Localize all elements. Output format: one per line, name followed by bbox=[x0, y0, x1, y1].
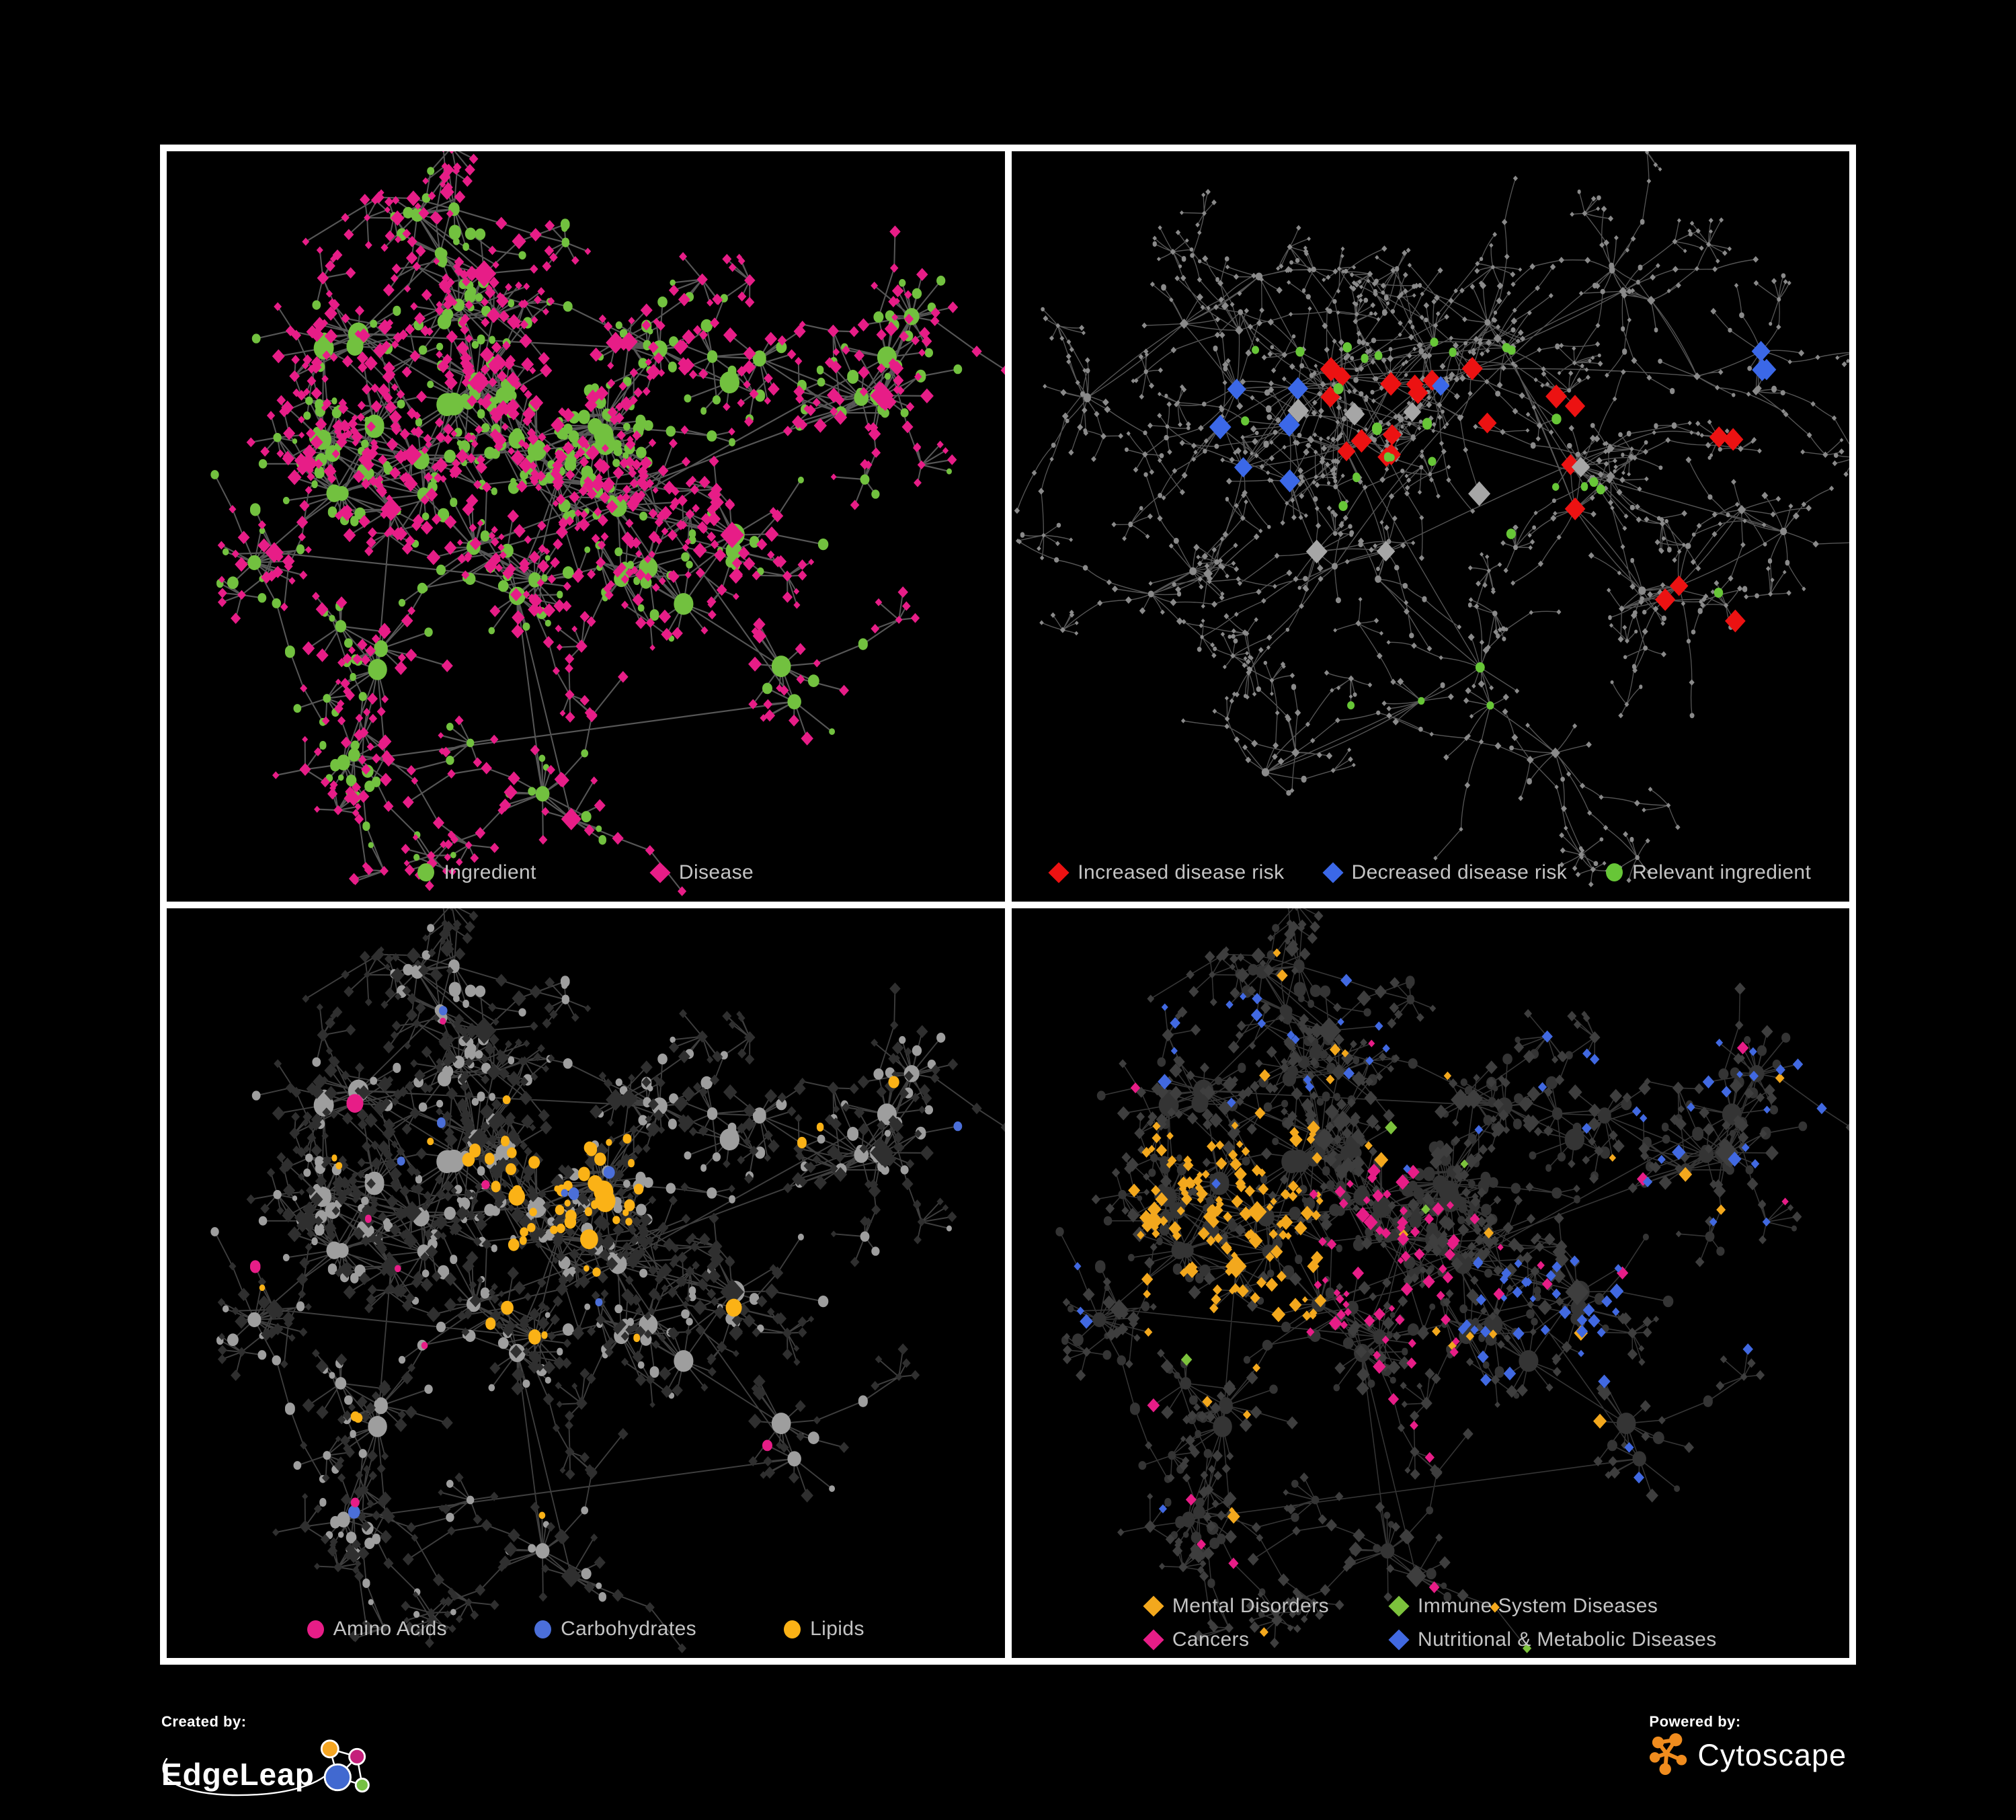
panel-ingredient-classes: Amino Acids Carbohydrates Lipids bbox=[167, 908, 1005, 1658]
panel-disease-risk: Increased disease risk Decreased disease… bbox=[1011, 151, 1850, 902]
legend-label: Mental Disorders bbox=[1172, 1595, 1329, 1617]
mental-disorders-legend-icon bbox=[1143, 1595, 1164, 1617]
cancers-legend-icon bbox=[1143, 1629, 1164, 1651]
legend-label: Amino Acids bbox=[333, 1618, 448, 1640]
cytoscape-credit: Powered by: Cytoscape bbox=[1649, 1713, 1847, 1778]
legend-ingredient-classes: Amino Acids Carbohydrates Lipids bbox=[167, 1618, 1005, 1640]
decreased-risk-legend-icon bbox=[1322, 861, 1344, 883]
immune-diseases-legend-icon bbox=[1388, 1595, 1410, 1617]
legend-label: Carbohydrates bbox=[561, 1618, 697, 1640]
legend-item-immune-diseases: Immune System Diseases bbox=[1388, 1595, 1717, 1618]
panel-disease-classes: Mental Disorders Immune System Diseases … bbox=[1011, 908, 1850, 1658]
relevant-ingredient-legend-icon bbox=[1606, 863, 1623, 881]
network-disease-risk bbox=[1014, 151, 1849, 887]
amino-acids-legend-icon bbox=[307, 1620, 324, 1638]
legend-label: Decreased disease risk bbox=[1351, 861, 1568, 883]
edgeleap-logo: EdgeLeap bbox=[161, 1731, 383, 1811]
legend-label: Relevant ingredient bbox=[1632, 861, 1812, 883]
legend-label: Cancers bbox=[1172, 1628, 1250, 1651]
legend-label: Immune System Diseases bbox=[1418, 1595, 1658, 1617]
legend-ingredient-disease: Ingredient Disease bbox=[167, 861, 1005, 884]
figure-frame: Ingredient Disease Increased disease ris… bbox=[160, 145, 1856, 1665]
cytoscape-logo-icon bbox=[1650, 1733, 1687, 1776]
legend-label: Ingredient bbox=[444, 861, 536, 883]
network-ingredient-disease bbox=[210, 151, 1005, 896]
legend-item-decreased-risk: Decreased disease risk bbox=[1322, 861, 1568, 884]
legend-item-mental-disorders: Mental Disorders bbox=[1143, 1595, 1329, 1618]
legend-item-nutritional-diseases: Nutritional & Metabolic Diseases bbox=[1388, 1628, 1717, 1651]
lipids-legend-icon bbox=[784, 1620, 801, 1638]
edgeleap-wordmark: EdgeLeap bbox=[161, 1757, 315, 1792]
ingredient-legend-icon bbox=[417, 863, 435, 881]
edgeleap-swoosh-icon bbox=[162, 1757, 333, 1796]
legend-label: Nutritional & Metabolic Diseases bbox=[1418, 1628, 1717, 1651]
edgeleap-credit: Created by: EdgeLeap bbox=[161, 1713, 383, 1811]
legend-disease-classes: Mental Disorders Immune System Diseases … bbox=[1012, 1595, 1850, 1651]
legend-label: Increased disease risk bbox=[1078, 861, 1285, 883]
created-by-label: Created by: bbox=[161, 1713, 247, 1730]
legend-item-amino-acids: Amino Acids bbox=[307, 1618, 447, 1640]
legend-label: Disease bbox=[678, 861, 754, 883]
carbohydrates-legend-icon bbox=[534, 1620, 552, 1638]
disease-legend-icon bbox=[649, 861, 671, 883]
legend-item-disease: Disease bbox=[649, 861, 754, 884]
legend-item-cancers: Cancers bbox=[1143, 1628, 1329, 1651]
legend-label: Lipids bbox=[810, 1618, 864, 1640]
panel-ingredient-disease: Ingredient Disease bbox=[167, 151, 1005, 902]
increased-risk-legend-icon bbox=[1048, 861, 1070, 883]
legend-item-carbohydrates: Carbohydrates bbox=[534, 1618, 696, 1640]
legend-disease-risk: Increased disease risk Decreased disease… bbox=[1012, 861, 1850, 884]
powered-by-label: Powered by: bbox=[1649, 1713, 1741, 1730]
network-disease-classes bbox=[1055, 908, 1849, 1653]
cytoscape-wordmark: Cytoscape bbox=[1697, 1737, 1847, 1772]
edgeleap-network-icon bbox=[320, 1739, 370, 1793]
nutritional-diseases-legend-icon bbox=[1388, 1629, 1410, 1651]
legend-item-lipids: Lipids bbox=[784, 1618, 864, 1640]
network-ingredient-classes bbox=[210, 908, 1005, 1653]
legend-item-relevant-ingredient: Relevant ingredient bbox=[1606, 861, 1811, 884]
legend-item-ingredient: Ingredient bbox=[417, 861, 536, 884]
legend-item-increased-risk: Increased disease risk bbox=[1048, 861, 1285, 884]
